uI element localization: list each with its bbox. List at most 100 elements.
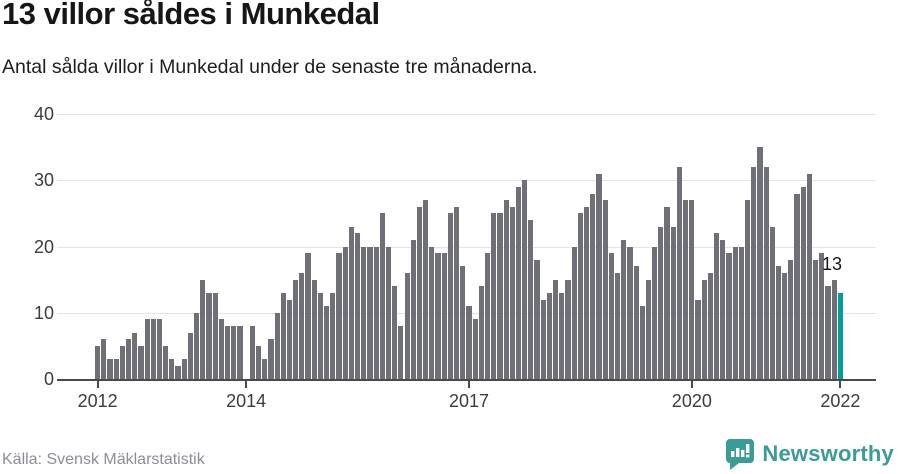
bar: [299, 273, 305, 379]
newsworthy-wordmark: Newsworthy: [762, 441, 894, 466]
bar: [231, 326, 237, 379]
bar: [125, 339, 132, 379]
y-tick-label: 20: [33, 236, 54, 257]
bar: [484, 253, 491, 379]
bar: [163, 345, 169, 379]
bar: [447, 213, 454, 379]
bar: [181, 359, 187, 379]
bar: [144, 319, 150, 379]
bar: [354, 233, 361, 379]
bar: [497, 213, 503, 379]
bar: [676, 167, 683, 379]
bar: [571, 246, 577, 379]
bar: [800, 186, 806, 379]
x-tick-mark: [839, 381, 842, 388]
bar: [707, 273, 713, 379]
bar: [169, 359, 175, 379]
chart-subtitle: Antal sålda villor i Munkedal under de s…: [2, 56, 538, 78]
bar: [429, 246, 435, 379]
bar: [509, 206, 515, 379]
x-tick-label: 2020: [671, 391, 712, 411]
bar: [286, 299, 293, 379]
bar: [138, 345, 144, 379]
bar: [806, 173, 813, 379]
bar: [788, 259, 794, 379]
chart-title: 13 villor såldes i Munkedal: [2, 0, 380, 31]
bar: [107, 359, 113, 379]
bar: [206, 292, 212, 379]
bar: [330, 292, 336, 379]
x-tick-mark: [690, 381, 693, 388]
bar: [515, 186, 522, 379]
bar: [714, 233, 720, 379]
bar: [348, 226, 354, 379]
bar: [101, 339, 107, 379]
bar: [658, 226, 664, 379]
bar: [268, 339, 274, 379]
bar: [311, 279, 317, 379]
bar: [398, 326, 404, 379]
gridline: [57, 180, 876, 182]
speech-bubble-shape: [726, 439, 755, 470]
bar: [621, 239, 627, 379]
bar: [385, 246, 392, 379]
bar: [218, 319, 224, 379]
bar: [472, 319, 478, 379]
bar: [361, 246, 367, 379]
bar: [559, 292, 565, 379]
bar: [342, 246, 348, 379]
newsworthy-logo[interactable]: Newsworthy: [725, 438, 894, 470]
bar: [614, 273, 621, 379]
x-tick-label: 2014: [226, 391, 267, 411]
x-axis: 2012 2014 2017 2020 2022: [57, 379, 876, 419]
highlight-bar: [837, 292, 843, 379]
bar: [175, 365, 181, 379]
bar: [200, 279, 206, 379]
x-tick-mark: [96, 381, 99, 388]
bar: [546, 292, 553, 379]
bar: [280, 292, 286, 379]
bar: [695, 299, 701, 379]
bar: [466, 306, 472, 379]
bar: [825, 286, 831, 379]
bar: [701, 279, 707, 379]
bar: [534, 259, 540, 379]
gridline: [57, 246, 876, 248]
x-tick-mark: [245, 381, 248, 388]
bar: [596, 173, 602, 379]
bar: [831, 279, 837, 379]
bar: [404, 273, 410, 379]
bar: [410, 239, 416, 379]
bar: [194, 312, 200, 379]
bar: [645, 279, 652, 379]
bar: [782, 273, 788, 379]
bar: [577, 213, 583, 379]
bar: [639, 306, 645, 379]
bar: [664, 206, 670, 379]
bar: [392, 286, 398, 379]
bar: [633, 266, 639, 379]
bar: [813, 259, 819, 379]
source-text: Källa: Svensk Mäklarstatistik: [2, 451, 205, 468]
bar: [819, 253, 825, 379]
bar: [528, 220, 534, 379]
bar: [255, 345, 262, 379]
bar: [627, 246, 633, 379]
bar: [553, 279, 559, 379]
bar: [683, 200, 689, 379]
gridline: [57, 114, 876, 115]
newsworthy-logo-icon: [725, 438, 755, 470]
bar: [744, 200, 751, 379]
bar: [237, 326, 243, 379]
bar: [769, 226, 775, 379]
bar: [670, 226, 676, 379]
bar: [732, 246, 738, 379]
bar: [212, 292, 218, 379]
bar: [156, 319, 163, 379]
x-tick-label: 2012: [77, 391, 118, 411]
bar: [794, 193, 800, 379]
bar: [187, 332, 194, 379]
bar: [602, 200, 608, 379]
bar: [416, 206, 423, 379]
bar: [689, 200, 695, 379]
